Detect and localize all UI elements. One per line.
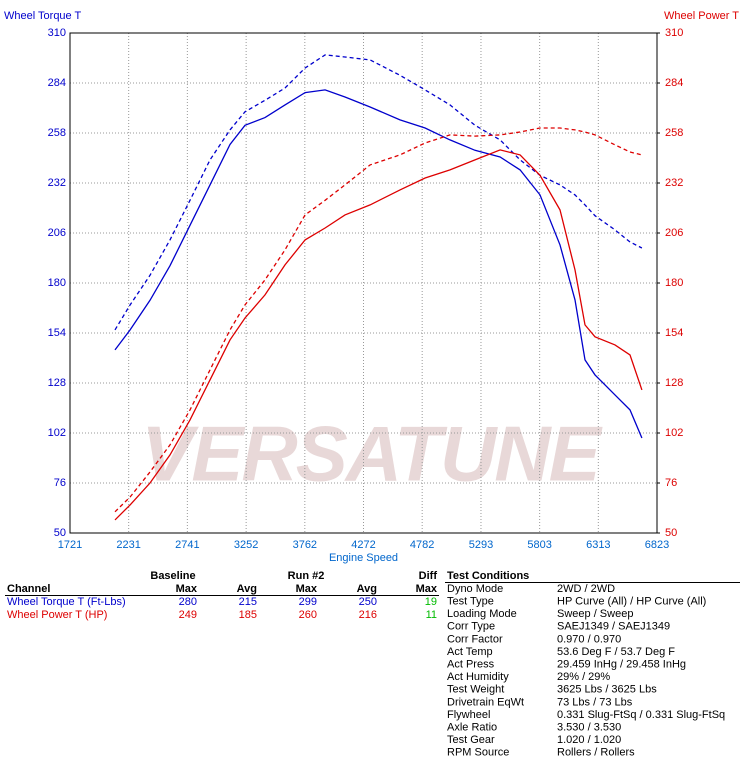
y-axis-title: Wheel Torque T [4,10,82,22]
x-tick-label: 6313 [586,539,610,551]
condition-label: Dyno Mode [447,583,503,595]
column-header: Max [176,583,198,595]
y2-tick-label: 232 [665,177,683,189]
condition-label: Act Humidity [447,671,509,683]
y-tick-label: 206 [48,227,66,239]
x-tick-label: 6823 [645,539,669,551]
group-header: Diff [419,570,438,582]
condition-label: Loading Mode [447,608,517,620]
watermark: VERSATUNE [141,410,602,498]
condition-label: Test Weight [447,684,504,696]
y-tick-label: 258 [48,127,66,139]
series-line [114,54,643,331]
y-tick-label: 154 [48,327,66,339]
table-cell: 19 [425,596,437,608]
column-header: Avg [237,583,257,595]
y2-tick-label: 180 [665,277,683,289]
condition-label: Act Temp [447,646,493,658]
x-tick-label: 3762 [293,539,317,551]
table-cell: Wheel Torque T (Ft-Lbs) [7,596,126,608]
series-line [114,89,643,439]
condition-value: 73 Lbs / 73 Lbs [557,696,633,708]
y-tick-label: 76 [54,477,66,489]
conditions-title: Test Conditions [447,570,529,582]
condition-value: Sweep / Sweep [557,608,633,620]
x-tick-label: 2231 [116,539,140,551]
condition-label: Act Press [447,659,495,671]
condition-value: 3.530 / 3.530 [557,722,621,734]
y-tick-label: 284 [48,77,66,89]
table-cell: 249 [179,609,197,621]
condition-label: Corr Type [447,621,495,633]
condition-label: Drivetrain EqWt [447,696,524,708]
column-header: Channel [7,583,50,595]
group-header: Run #2 [288,570,325,582]
condition-value: 29.459 InHg / 29.458 InHg [557,659,686,671]
y2-tick-label: 206 [665,227,683,239]
y-tick-label: 102 [48,427,66,439]
condition-label: Test Type [447,596,494,608]
y-tick-label: 50 [54,527,66,539]
y2-axis-title: Wheel Power T [664,10,739,22]
table-cell: 11 [426,609,437,621]
y2-tick-label: 284 [665,77,683,89]
condition-value: 53.6 Deg F / 53.7 Deg F [557,646,675,658]
group-header: Baseline [150,570,195,582]
y2-tick-label: 310 [665,27,683,39]
y2-tick-label: 50 [665,527,677,539]
condition-value: 0.331 Slug-FtSq / 0.331 Slug-FtSq [557,709,725,721]
plot-frame [69,32,658,534]
table-cell: 260 [299,609,317,621]
table-cell: 250 [359,596,377,608]
series-line [114,149,643,521]
condition-value: 1.020 / 1.020 [557,734,621,746]
x-axis-title: Engine Speed [329,552,398,564]
y-tick-label: 128 [48,377,66,389]
x-tick-label: 3252 [234,539,258,551]
table-cell: Wheel Power T (HP) [7,609,107,621]
y-tick-label: 232 [48,177,66,189]
x-tick-label: 5293 [469,539,493,551]
condition-value: 0.970 / 0.970 [557,633,621,645]
y2-tick-label: 102 [665,427,683,439]
condition-label: RPM Source [447,747,509,759]
condition-label: Corr Factor [447,633,503,645]
table-cell: 215 [239,596,257,608]
condition-value: SAEJ1349 / SAEJ1349 [557,621,670,633]
table-cell: 216 [359,609,377,621]
condition-label: Axle Ratio [447,722,497,734]
table-cell: 299 [299,596,317,608]
condition-value: 2WD / 2WD [557,583,615,595]
y-tick-label: 180 [48,277,66,289]
y2-tick-label: 154 [665,327,683,339]
x-tick-label: 1721 [58,539,82,551]
y-tick-label: 310 [48,27,66,39]
x-tick-label: 4782 [410,539,434,551]
y2-tick-label: 258 [665,127,683,139]
column-header: Max [416,583,438,595]
column-header: Avg [357,583,377,595]
table-cell: 280 [179,596,197,608]
column-header: Max [296,583,318,595]
condition-value: HP Curve (All) / HP Curve (All) [557,596,706,608]
condition-value: 29% / 29% [557,671,610,683]
table-cell: 185 [239,609,257,621]
y2-tick-label: 128 [665,377,683,389]
x-tick-label: 2741 [175,539,199,551]
series-line [114,127,643,513]
y2-tick-label: 76 [665,477,677,489]
condition-label: Test Gear [447,734,495,746]
x-tick-label: 5803 [527,539,551,551]
condition-value: Rollers / Rollers [557,747,635,759]
x-tick-label: 4272 [351,539,375,551]
condition-value: 3625 Lbs / 3625 Lbs [557,684,657,696]
condition-label: Flywheel [447,709,490,721]
